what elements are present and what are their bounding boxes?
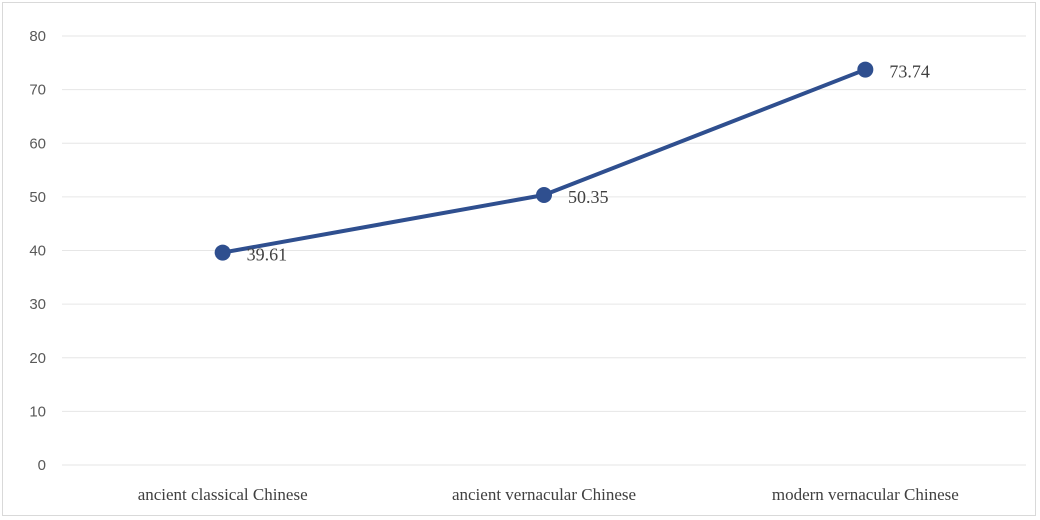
data-point-marker bbox=[214, 244, 231, 261]
data-point-marker bbox=[857, 61, 874, 78]
x-category-label: ancient vernacular Chinese bbox=[452, 485, 636, 504]
y-tick-label: 70 bbox=[29, 82, 46, 99]
series-line bbox=[220, 67, 868, 255]
y-tick-label: 60 bbox=[29, 135, 46, 152]
x-category-label: ancient classical Chinese bbox=[138, 485, 308, 504]
data-label: 39.61 bbox=[247, 245, 288, 265]
data-point-marker bbox=[536, 186, 552, 203]
x-axis-category-labels: ancient classical Chinese ancient vernacu… bbox=[138, 485, 959, 504]
y-tick-label: 0 bbox=[38, 457, 46, 474]
y-tick-label: 50 bbox=[29, 189, 46, 206]
series-layer bbox=[214, 61, 874, 261]
y-axis-tick-labels: 0 10 20 30 40 50 60 70 80 bbox=[29, 28, 46, 474]
y-tick-label: 40 bbox=[29, 243, 46, 260]
x-category-label: modern vernacular Chinese bbox=[772, 485, 959, 504]
y-tick-label: 10 bbox=[29, 403, 46, 420]
gridlines bbox=[62, 35, 1026, 466]
data-label: 50.35 bbox=[568, 187, 609, 207]
y-tick-label: 80 bbox=[29, 28, 46, 45]
y-tick-label: 20 bbox=[29, 350, 46, 367]
data-labels: 39.61 50.35 73.74 bbox=[247, 62, 930, 265]
y-tick-label: 30 bbox=[29, 296, 46, 313]
data-label: 73.74 bbox=[889, 62, 930, 82]
